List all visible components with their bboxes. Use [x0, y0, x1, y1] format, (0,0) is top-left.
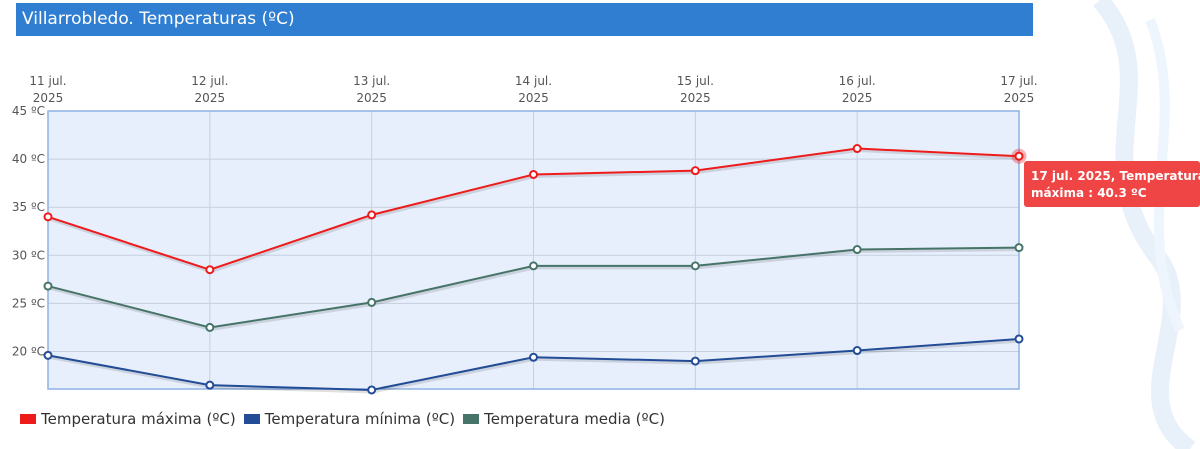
legend-item-media[interactable]: Temperatura media (ºC) — [463, 410, 665, 428]
x-tick-label: 11 jul. — [29, 74, 66, 88]
data-tooltip: 17 jul. 2025, Temperatura máxima : 40.3 … — [1024, 161, 1200, 207]
min-data-point — [43, 350, 53, 360]
y-tick-label: 45 ºC — [12, 104, 45, 118]
x-tick-label: 15 jul. — [677, 74, 714, 88]
min-data-point — [367, 385, 377, 395]
legend-label: Temperatura media (ºC) — [484, 410, 665, 428]
x-tick-label: 17 jul. — [1000, 74, 1037, 88]
max-data-point — [529, 169, 538, 179]
y-tick-label: 20 ºC — [12, 344, 45, 358]
min-data-point — [1014, 334, 1024, 344]
tooltip-line-2: máxima : 40.3 ºC — [1031, 186, 1147, 200]
x-tick-label: 16 jul. — [839, 74, 876, 88]
x-tick-label: 2025 — [842, 91, 873, 105]
chart-legend: Temperatura máxima (ºC) Temperatura mínim… — [20, 407, 673, 431]
y-tick-label: 25 ºC — [12, 296, 45, 310]
legend-label: Temperatura mínima (ºC) — [264, 410, 456, 428]
media-data-point — [529, 261, 538, 271]
legend-item-min[interactable]: Temperatura mínima (ºC) — [243, 410, 456, 428]
media-data-point — [690, 261, 700, 271]
max-data-point — [367, 210, 377, 220]
x-tick-label: 2025 — [33, 91, 64, 105]
x-tick-label: 2025 — [195, 91, 226, 105]
x-tick-label: 2025 — [356, 91, 387, 105]
media-data-point — [43, 281, 53, 291]
legend-swatch — [20, 414, 36, 424]
min-data-point — [529, 352, 538, 362]
x-tick-label: 14 jul. — [515, 74, 552, 88]
max-data-point — [690, 166, 700, 176]
legend-label: Temperatura máxima (ºC) — [41, 410, 236, 428]
y-tick-label: 30 ºC — [12, 248, 45, 262]
min-data-point — [205, 380, 215, 390]
y-tick-label: 35 ºC — [12, 200, 45, 214]
media-data-point — [205, 322, 215, 332]
x-tick-label: 2025 — [1004, 91, 1035, 105]
chart-title: Villarrobledo. Temperaturas (ºC) — [16, 3, 1033, 36]
tooltip-line-1: 17 jul. 2025, Temperatura — [1031, 169, 1200, 183]
x-tick-label: 2025 — [518, 91, 549, 105]
y-tick-label: 40 ºC — [12, 152, 45, 166]
legend-swatch — [243, 414, 260, 424]
max-data-point — [852, 144, 862, 154]
legend-swatch — [463, 414, 480, 424]
media-data-point — [367, 297, 377, 307]
media-data-point — [852, 245, 862, 255]
max-data-point — [1014, 151, 1024, 161]
min-data-point — [852, 346, 862, 356]
min-data-point — [690, 356, 700, 366]
x-tick-label: 12 jul. — [191, 74, 228, 88]
x-tick-label: 13 jul. — [353, 74, 390, 88]
x-tick-label: 2025 — [680, 91, 711, 105]
max-data-point — [43, 212, 53, 222]
max-data-point — [205, 265, 215, 275]
legend-item-max[interactable]: Temperatura máxima (ºC) — [20, 410, 236, 428]
media-data-point — [1014, 243, 1024, 253]
